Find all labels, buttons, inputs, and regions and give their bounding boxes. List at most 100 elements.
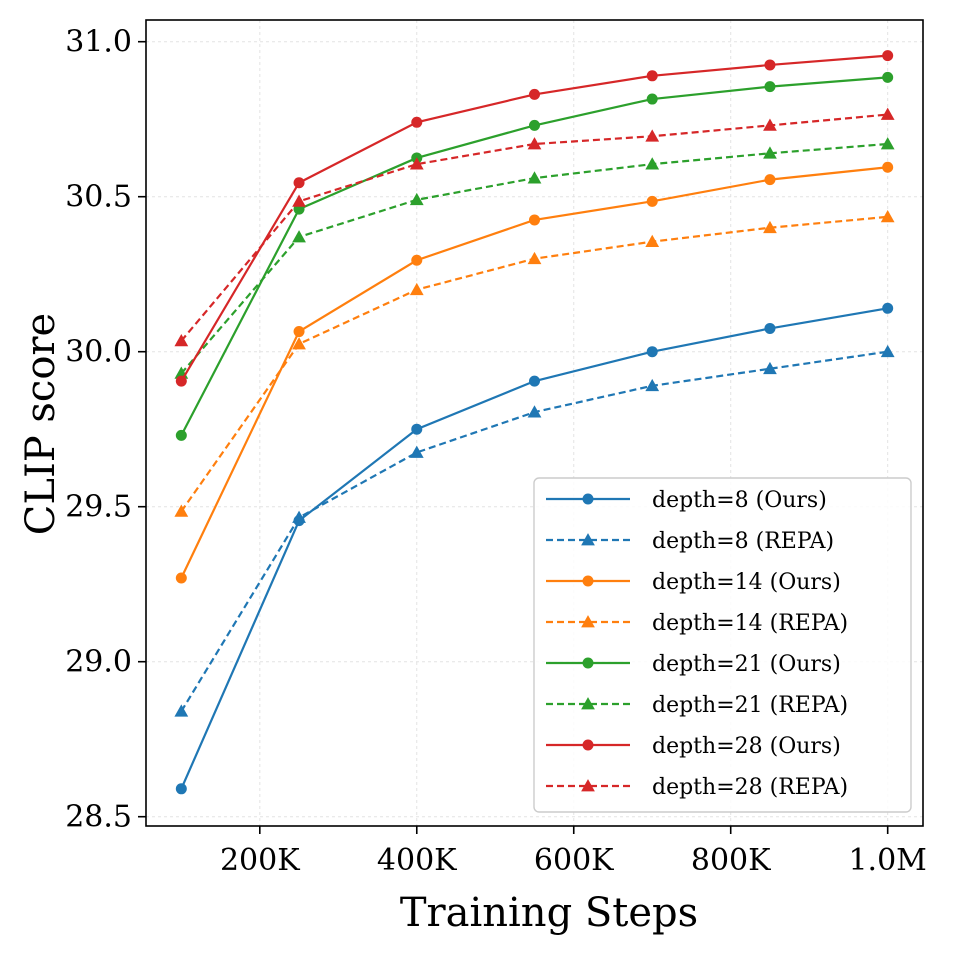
legend-entry: depth=8 (Ours) [546,488,827,513]
data-point [763,146,777,159]
legend-entry: depth=21 (Ours) [546,652,841,677]
data-point [292,510,306,523]
data-point [175,572,187,584]
data-point [174,704,189,717]
data-point [409,445,424,458]
legend-entry: depth=14 (Ours) [546,570,841,595]
data-point [646,70,658,82]
data-point [764,322,776,334]
data-point [882,302,894,314]
legend-label: depth=14 (REPA) [652,611,848,636]
data-point [529,119,540,131]
data-point [880,209,895,223]
data-point [175,783,187,795]
data-point [880,137,895,150]
series-depth-28-ours [175,50,894,387]
x-tick-label: 800K [691,843,771,878]
series-depth-21-repa [174,137,895,379]
x-tick-label: 200K [220,843,300,878]
legend-marker [582,575,594,587]
data-point [763,118,777,131]
series-depth-14-repa [174,209,895,517]
data-point [882,71,894,83]
data-point [174,504,189,517]
data-point [175,429,187,441]
data-point [882,50,894,62]
data-point [409,282,424,296]
data-point [527,251,542,265]
legend-label: depth=8 (REPA) [652,529,834,554]
data-point [292,230,306,243]
y-tick-label: 29.5 [65,490,132,525]
series-depth-28-repa [174,107,895,347]
data-point [174,333,189,347]
legend-label: depth=8 (Ours) [652,488,827,513]
legend-label: depth=28 (REPA) [652,775,848,800]
legend-label: depth=28 (Ours) [652,734,841,759]
tick-layer: 28.5 29.0 29.5 30.0 30.5 31.0 200K 400K 600K 800K… [65,25,927,878]
legend-marker [581,697,595,710]
data-point [764,174,776,186]
legend-label: depth=21 (Ours) [652,652,841,677]
data-point [646,195,658,207]
data-point [411,423,423,435]
legend-marker [581,779,595,792]
legend-entry: depth=8 (REPA) [546,529,834,554]
y-tick-label: 30.0 [65,335,132,370]
legend-marker [582,657,594,669]
x-axis-title: Training Steps [400,890,698,936]
data-point [764,59,776,71]
data-point [646,93,658,105]
data-point [175,375,187,387]
legend-marker [581,533,595,546]
data-point [645,234,660,248]
data-point [411,254,423,266]
y-tick-label: 31.0 [65,25,132,60]
x-tick-label: 1.0M [848,843,926,878]
data-point [529,214,540,226]
data-point [527,171,542,184]
data-point [763,220,777,234]
legend-label: depth=21 (REPA) [652,693,848,718]
data-point [529,375,540,387]
legend: depth=8 (Ours) depth=8 (REPA) depth=14 (Ou… [533,477,912,813]
data-point [293,326,305,338]
data-point [880,344,895,358]
data-point [409,157,424,170]
data-point [292,194,306,207]
data-point [645,157,660,170]
data-point [880,107,895,120]
legend-entry: depth=28 (Ours) [546,734,841,759]
y-tick-label: 30.5 [65,180,132,215]
y-tick-label: 28.5 [65,800,132,835]
data-point [529,88,540,100]
data-point [527,405,542,418]
data-point [411,116,423,128]
data-point [409,192,424,206]
x-tick-label: 400K [377,843,457,878]
data-point [646,346,658,358]
x-tick-label: 600K [534,843,614,878]
y-axis-title: CLIP score [18,313,64,535]
data-point [527,137,542,150]
legend-entry: depth=21 (REPA) [546,693,848,718]
plot-frame [145,19,924,827]
legend-entry: depth=28 (REPA) [546,775,848,800]
legend-box [533,477,912,813]
data-point [292,337,306,350]
legend-marker [582,739,594,751]
data-point [645,129,660,142]
legend-marker [581,615,595,628]
data-point [882,161,894,173]
data-point [763,361,777,375]
series-layer [174,50,895,795]
legend-marker [582,493,594,505]
series-depth-14-ours [175,161,894,584]
data-point [764,81,776,93]
y-tick-label: 29.0 [65,645,132,680]
data-point [293,177,305,189]
legend-entry: depth=14 (REPA) [546,611,848,636]
data-point [645,378,660,392]
series-depth-8-repa [174,344,895,717]
